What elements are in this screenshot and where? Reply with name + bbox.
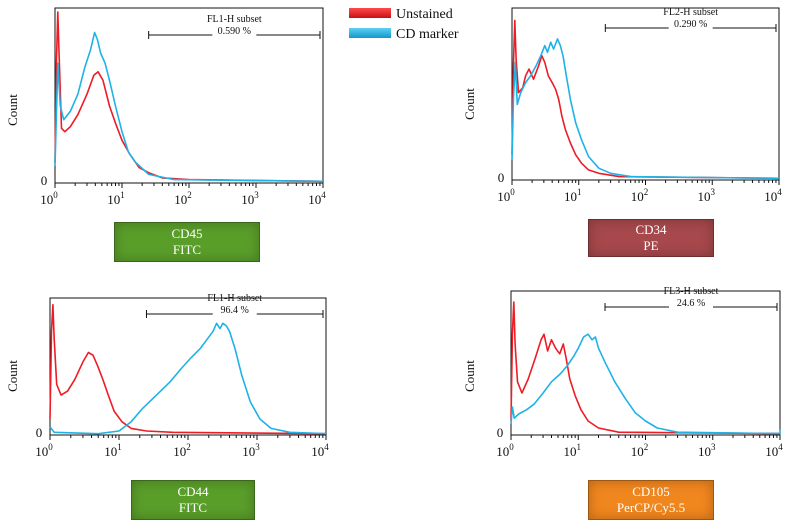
series-line-unstained xyxy=(54,11,324,183)
marker-fluor: PerCP/Cy5.5 xyxy=(616,500,686,515)
marker-fluor: PE xyxy=(643,238,659,253)
gate-value-bg xyxy=(212,307,257,317)
y-tick-label: 0 xyxy=(498,170,505,185)
x-tick-label: 101 xyxy=(564,187,582,204)
legend: Unstained CD marker xyxy=(349,7,459,42)
x-tick-label: 101 xyxy=(564,442,582,459)
gate-value-bg xyxy=(669,300,714,310)
marker-fluor: FITC xyxy=(172,242,202,257)
legend-label-cd-marker: CD marker xyxy=(396,27,459,42)
y-tick-label: 0 xyxy=(36,425,43,440)
gate-value: 0.590 % xyxy=(218,26,251,37)
gate-value: 24.6 % xyxy=(677,298,705,309)
x-tick-label: 104 xyxy=(764,187,782,204)
y-axis-title: Count xyxy=(462,88,477,120)
series-line-cd-marker xyxy=(511,38,780,180)
gate-label: FL1-H subset xyxy=(207,293,262,304)
marker-name: CD45 xyxy=(171,226,203,241)
marker-box-cd44: CD44 FITC xyxy=(131,480,255,520)
x-tick-label: 102 xyxy=(174,190,192,207)
legend-swatch-unstained xyxy=(349,8,391,18)
marker-name: CD34 xyxy=(635,222,667,237)
x-tick-label: 102 xyxy=(173,442,191,459)
x-tick-label: 100 xyxy=(40,190,58,207)
gate-label: FL1-H subset xyxy=(207,14,262,25)
series-line-unstained xyxy=(49,303,327,435)
marker-box-cd105: CD105 PerCP/Cy5.5 xyxy=(588,480,714,520)
x-tick-label: 103 xyxy=(241,190,259,207)
y-tick-label: 0 xyxy=(41,173,48,188)
gate-label: FL3-H subset xyxy=(664,286,719,297)
x-tick-label: 101 xyxy=(107,190,125,207)
series-line-unstained xyxy=(511,19,780,180)
gate-label: FL2-H subset xyxy=(663,7,718,18)
series-line-cd-marker xyxy=(49,322,327,435)
gate-value: 0.290 % xyxy=(674,19,707,30)
x-tick-label: 101 xyxy=(104,442,122,459)
x-tick-label: 102 xyxy=(631,187,649,204)
x-tick-label: 100 xyxy=(497,187,515,204)
gate-value: 96.4 % xyxy=(221,305,249,316)
x-tick-label: 103 xyxy=(698,442,716,459)
legend-swatch-cd-marker xyxy=(349,28,391,38)
x-tick-label: 103 xyxy=(242,442,260,459)
x-tick-label: 104 xyxy=(308,190,326,207)
gate-value-bg xyxy=(668,21,713,31)
x-tick-label: 104 xyxy=(311,442,329,459)
plot-frame xyxy=(511,7,780,181)
series-line-unstained xyxy=(510,301,781,435)
gate-value-bg xyxy=(212,28,257,38)
plot-frame xyxy=(510,290,781,436)
x-tick-label: 100 xyxy=(35,442,53,459)
marker-name: CD44 xyxy=(177,484,209,499)
marker-fluor: FITC xyxy=(178,500,208,515)
series-line-cd-marker xyxy=(54,31,324,183)
x-tick-label: 103 xyxy=(698,187,716,204)
y-axis-title: Count xyxy=(5,360,20,392)
x-tick-label: 104 xyxy=(765,442,783,459)
y-tick-label: 0 xyxy=(497,425,504,440)
x-tick-label: 102 xyxy=(631,442,649,459)
y-axis-title: Count xyxy=(5,94,20,126)
marker-name: CD105 xyxy=(632,484,670,499)
series-line-cd-marker xyxy=(510,333,781,435)
plot-frame xyxy=(49,297,327,436)
y-axis-title: Count xyxy=(462,360,477,392)
marker-box-cd45: CD45 FITC xyxy=(114,222,260,262)
marker-box-cd34: CD34 PE xyxy=(588,219,714,257)
legend-label-unstained: Unstained xyxy=(396,7,453,22)
x-tick-label: 100 xyxy=(496,442,514,459)
